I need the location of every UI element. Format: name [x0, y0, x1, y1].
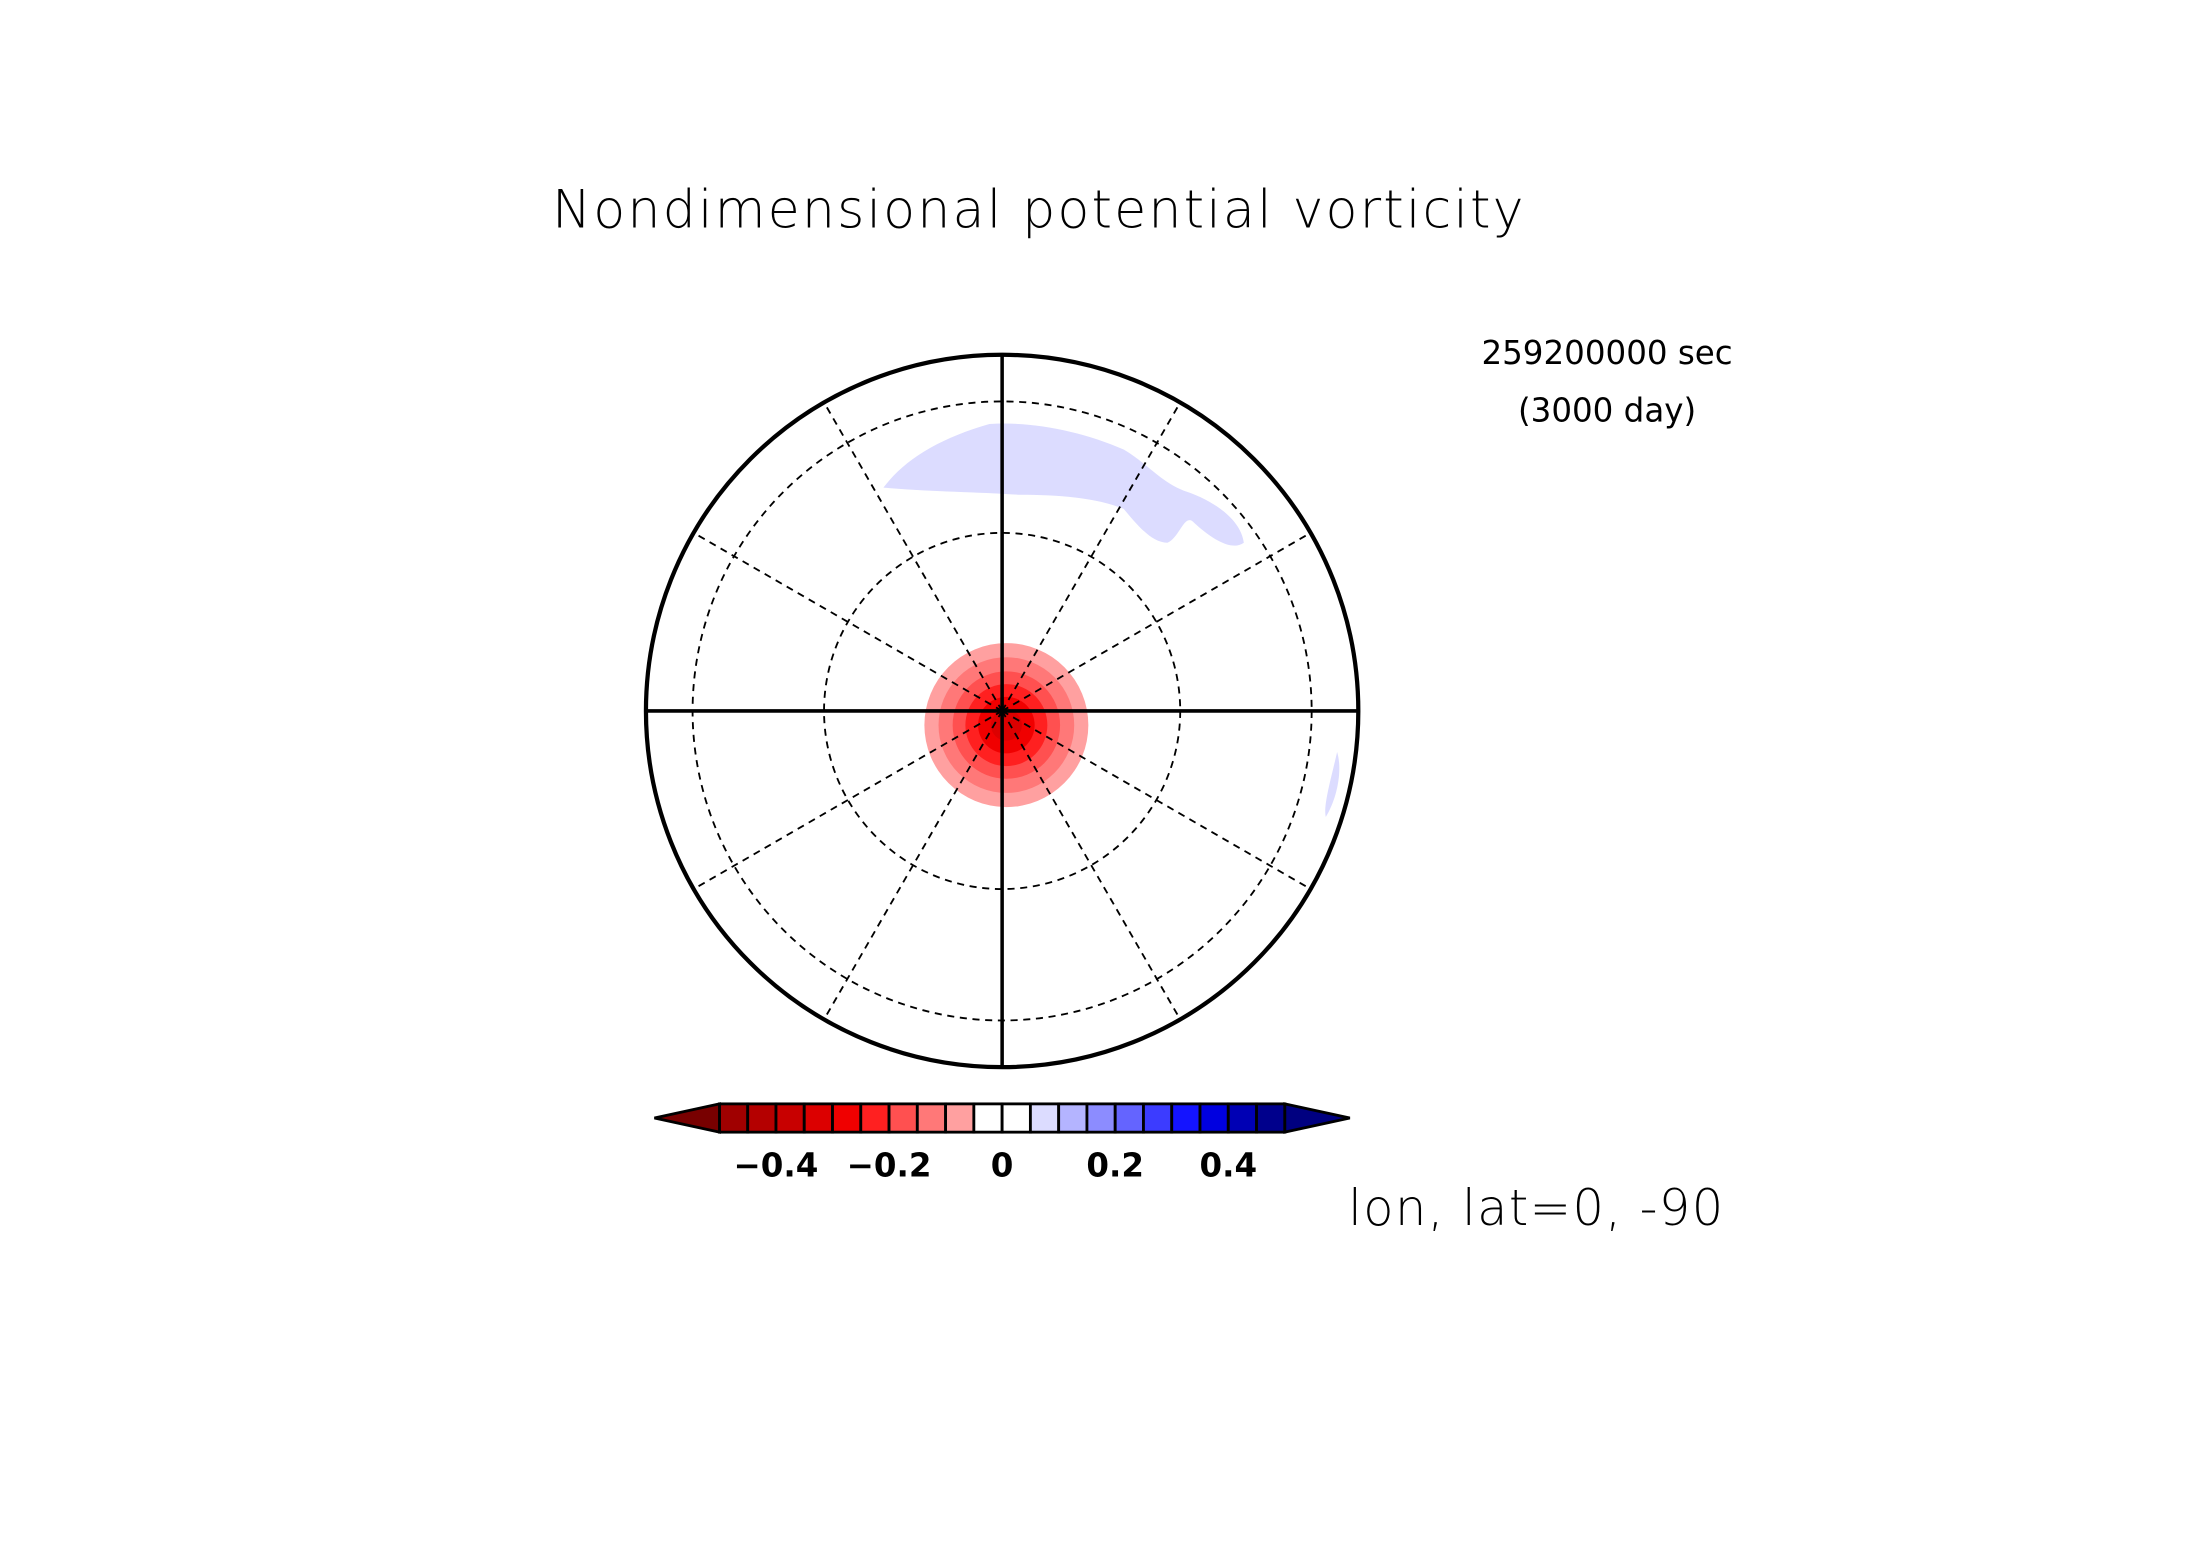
colorbar-box	[944, 1102, 976, 1134]
colorbar-box	[1255, 1102, 1287, 1134]
colorbar-box	[972, 1102, 1004, 1134]
colorbar-box	[1142, 1102, 1174, 1134]
colorbar-tick-label: 0.2	[1086, 1146, 1144, 1184]
colorbar-box	[746, 1102, 778, 1134]
colorbar-box	[1000, 1102, 1032, 1134]
colorbar-tick-label: −0.2	[847, 1146, 932, 1184]
meridian	[693, 532, 1003, 712]
axis-label: lon, lat=0, -90	[1348, 1179, 1725, 1237]
colorbar-box	[802, 1102, 834, 1134]
annotation: 259200000 sec	[1481, 334, 1732, 372]
colorbar-extend	[654, 1102, 721, 1134]
colorbar-tick-label: 0.4	[1199, 1146, 1257, 1184]
colorbar-box	[1198, 1102, 1230, 1134]
colorbar-extend	[1283, 1102, 1351, 1134]
colorbar-box	[774, 1102, 806, 1134]
colorbar-box	[718, 1102, 750, 1134]
colorbar-box	[915, 1102, 948, 1134]
meridian	[1001, 710, 1182, 1020]
colorbar-tick-label: 0	[991, 1146, 1014, 1184]
meridian	[693, 710, 1003, 890]
chart-title: Nondimensional potential vorticity	[552, 179, 1526, 240]
colorbar-box	[1226, 1102, 1258, 1134]
meridian	[1001, 710, 1312, 890]
colorbar-box	[1113, 1102, 1145, 1134]
contour-fill	[883, 423, 1244, 546]
meridian	[1001, 532, 1312, 712]
meridian	[823, 710, 1003, 1020]
colorbar-tick-label: −0.4	[734, 1146, 819, 1184]
contour-fill	[1325, 751, 1340, 817]
annotation: (3000 day)	[1518, 392, 1696, 430]
meridian	[823, 402, 1003, 712]
colorbar-box	[887, 1102, 919, 1134]
map	[643, 352, 1361, 1070]
colorbar-box	[1170, 1102, 1202, 1134]
colorbar: −0.4 −0.2 0 0.2 0.4	[654, 1102, 1351, 1184]
meridian	[1001, 402, 1182, 712]
colorbar-box	[831, 1102, 863, 1134]
map-boundary	[643, 352, 1361, 1070]
colorbar-box	[1057, 1102, 1089, 1134]
colorbar-box	[859, 1102, 891, 1134]
colorbar-box	[1028, 1102, 1061, 1134]
colorbar-box	[1085, 1102, 1117, 1134]
